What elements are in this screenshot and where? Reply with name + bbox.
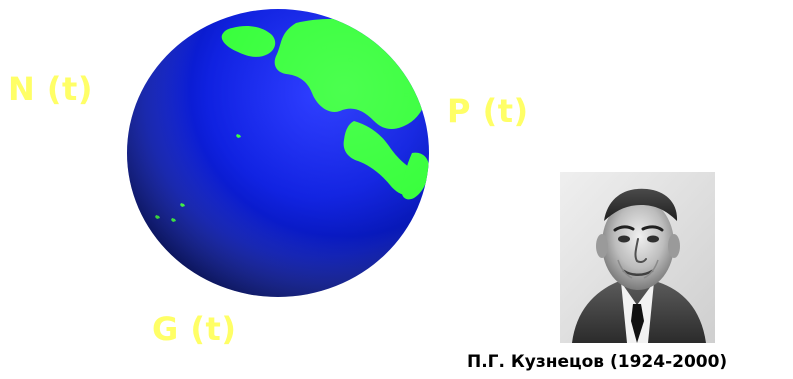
earth-globe [126, 8, 430, 298]
portrait-photo [560, 172, 715, 343]
variable-label-p: P (t) [447, 92, 529, 130]
variable-label-n: N (t) [8, 70, 93, 108]
portrait-image [560, 172, 715, 343]
earth-globe-icon [127, 9, 429, 297]
portrait-caption: П.Г. Кузнецов (1924-2000) [467, 352, 728, 372]
variable-label-g: G (t) [152, 310, 237, 348]
